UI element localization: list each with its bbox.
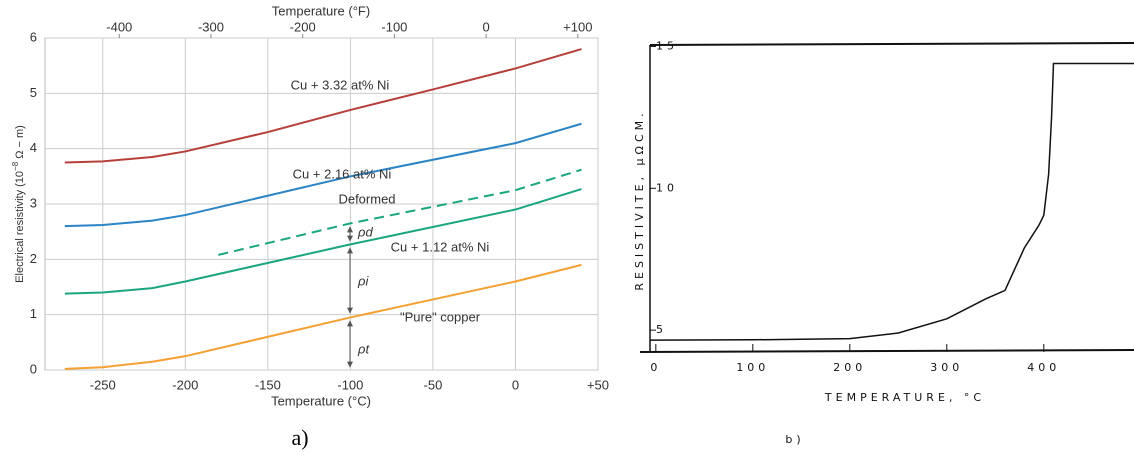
rho-label: ρd (357, 224, 373, 239)
series-line (64, 48, 582, 164)
series-label: Cu + 3.32 at% Ni (291, 77, 390, 92)
y-tick-label: 1 (30, 306, 37, 321)
x-tick-label: 200 (833, 361, 866, 374)
chart-panel: 5 10 15 0 100 200 300 400 TEMPERATURE, °C RESISTI… (633, 39, 1134, 446)
x-tick-label: -100 (337, 377, 363, 392)
x-tick-label: 0 (512, 377, 519, 392)
x2-tick-label: -100 (381, 19, 407, 34)
x2-axis-label: Temperature (°F) (272, 3, 370, 18)
y-tick-label: 5 (656, 323, 667, 336)
plot-frame-bottom (639, 349, 1134, 353)
y-axis-label: RESISTIVITE, µΩCM. (633, 109, 646, 290)
x2-tick-label: 0 (482, 19, 489, 34)
x-tick-label: +50 (587, 377, 609, 392)
series-label: "Pure" copper (400, 309, 481, 324)
rho-label: ρt (357, 341, 370, 356)
x-tick-label: -150 (255, 377, 281, 392)
y-tick-label: 3 (30, 195, 37, 210)
plot-frame-top (649, 42, 1134, 46)
y-tick-label: 2 (30, 251, 37, 266)
y-tick-label: 6 (30, 29, 37, 44)
series-label: Cu + 2.16 at% Ni (293, 166, 392, 181)
rho-label: ρi (357, 273, 369, 288)
x-tick-label: -200 (172, 377, 198, 392)
y-tick-label: 10 (656, 181, 678, 194)
y-tick-label: 15 (656, 39, 678, 52)
chart-panel: 0 1 2 3 4 5 6 -250 -200 -150 -100 -50 0 +50 -400 -300 -2… (11, 3, 609, 450)
x-tick-label: -250 (90, 377, 116, 392)
x2-tick-label: -400 (106, 19, 132, 34)
series-line (64, 188, 582, 295)
y-axis-label-part: Electrical resistivity (10 (14, 171, 26, 283)
x-tick-label: 0 (650, 361, 661, 374)
x2-tick-label: -200 (290, 19, 316, 34)
x-tick-label: 100 (736, 361, 769, 374)
series-line (218, 168, 582, 256)
x2-tick-label: +100 (563, 19, 592, 34)
y-axis-label: Electrical resistivity (10−8 Ω − m) (11, 125, 26, 283)
y-axis-label-part: RESISTIVITE, µΩCM. (633, 109, 646, 290)
series-line (64, 122, 582, 228)
y-tick-label: 0 (30, 361, 37, 376)
x2-tick-label: -300 (198, 19, 224, 34)
series-line (650, 62, 1134, 341)
x-axis-label: Temperature (°C) (271, 393, 371, 408)
y-tick-label: 5 (30, 85, 37, 100)
x-axis-label: TEMPERATURE, °C (824, 391, 985, 404)
series-label: Deformed (338, 191, 395, 206)
series-line (64, 263, 582, 370)
x-tick-label: -50 (424, 377, 443, 392)
series-label: Cu + 1.12 at% Ni (391, 239, 490, 254)
y-axis-label-part: Ω − m) (14, 125, 26, 162)
y-axis-label-part: −8 (11, 161, 20, 171)
x-tick-label: 300 (930, 361, 963, 374)
panel-label: b) (785, 433, 804, 446)
x-tick-label: 400 (1027, 361, 1060, 374)
panel-label: a) (291, 425, 308, 450)
y-tick-label: 4 (30, 140, 37, 155)
